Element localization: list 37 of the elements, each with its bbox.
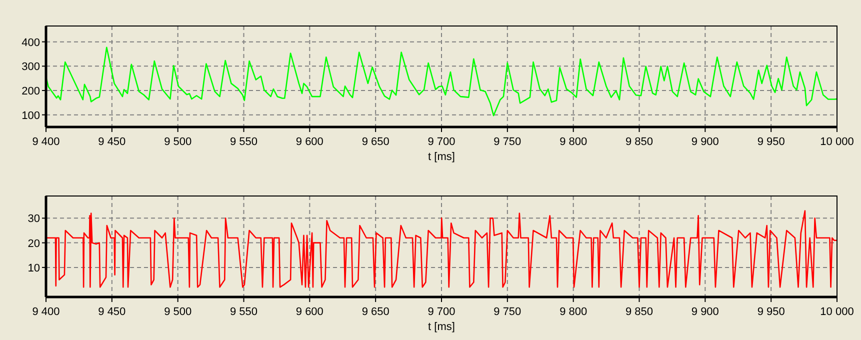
y-tick-label: 20 bbox=[28, 238, 40, 250]
x-tick-label: 9 400 bbox=[32, 136, 60, 148]
x-tick-label: 9 750 bbox=[494, 306, 522, 318]
x-tick-label: 9 700 bbox=[428, 136, 456, 148]
x-tick-label: 9 400 bbox=[32, 306, 60, 318]
x-tick-label: 9 600 bbox=[296, 306, 324, 318]
x-tick-label: 9 600 bbox=[296, 136, 324, 148]
x-tick-label: 9 550 bbox=[230, 306, 258, 318]
x-tick-label: 9 650 bbox=[362, 306, 390, 318]
y-tick-label: 400 bbox=[22, 36, 40, 49]
x-tick-label: 9 700 bbox=[428, 306, 456, 318]
x-tick-label: 10 000 bbox=[820, 136, 854, 148]
y-tick-label: 100 bbox=[22, 110, 40, 122]
x-tick-label: 9 800 bbox=[560, 136, 588, 148]
x-tick-label: 9 950 bbox=[757, 306, 785, 318]
x-tick-label: 9 500 bbox=[164, 136, 192, 148]
x-axis-title: t [ms] bbox=[428, 151, 455, 163]
x-tick-label: 10 000 bbox=[820, 306, 854, 318]
x-tick-label: 9 800 bbox=[560, 306, 588, 318]
x-tick-label: 9 950 bbox=[757, 136, 785, 148]
x-tick-label: 9 900 bbox=[691, 136, 719, 148]
x-axis-title: t [ms] bbox=[428, 321, 455, 333]
x-tick-label: 9 450 bbox=[98, 136, 126, 148]
x-tick-label: 9 650 bbox=[362, 136, 390, 148]
x-tick-label: 9 750 bbox=[494, 136, 522, 148]
line-series bbox=[45, 46, 838, 116]
y-tick-label: 30 bbox=[28, 213, 40, 226]
x-tick-label: 9 900 bbox=[691, 306, 719, 318]
y-tick-label: 300 bbox=[22, 61, 40, 74]
y-tick-label: 10 bbox=[28, 262, 40, 274]
x-tick-label: 9 550 bbox=[230, 136, 258, 148]
y-tick-label: 200 bbox=[22, 85, 40, 98]
x-tick-label: 9 500 bbox=[164, 306, 192, 318]
x-tick-label: 9 850 bbox=[625, 306, 654, 318]
line-series bbox=[45, 210, 838, 288]
x-tick-label: 9 450 bbox=[98, 306, 126, 318]
x-tick-label: 9 850 bbox=[625, 136, 654, 148]
